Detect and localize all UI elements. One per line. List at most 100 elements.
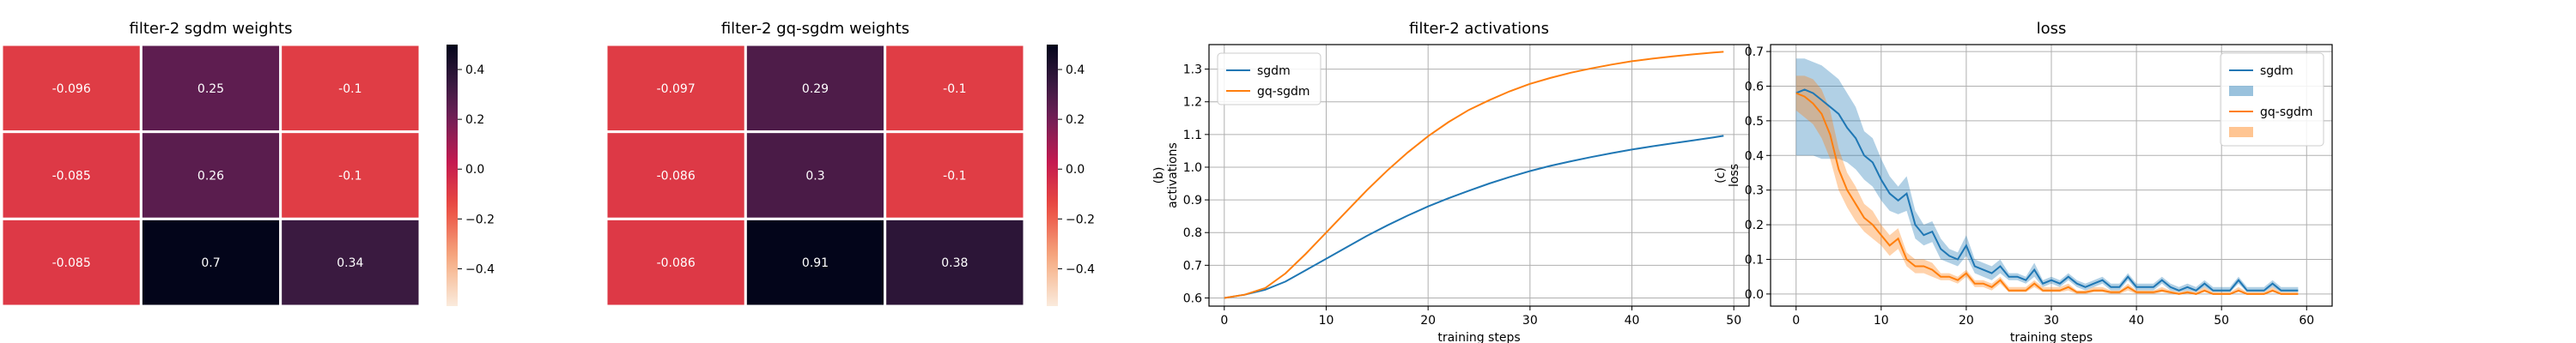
cell-label: -0.1	[338, 82, 361, 96]
y-tick-label: 0.3	[1745, 184, 1764, 198]
y-axis-label-line: (b)	[1152, 167, 1166, 184]
heatmap-panel: filter-2 gq-sgdm weights -0.097 0.29 -0.1 -0…	[605, 20, 1095, 308]
colorbar	[1047, 45, 1058, 306]
line-chart-panel: loss 0 10 20 30 40 50 60 0.0 0.1 0.2 0.3 0.4 0.5 0.6 0.…	[1714, 20, 2333, 343]
legend-swatch-band	[2229, 127, 2253, 137]
colorbar	[447, 45, 458, 306]
heatmap-cell	[605, 217, 747, 308]
y-tick-label: 0.2	[1745, 219, 1764, 232]
colorbar-tick-label: 0.2	[465, 113, 484, 127]
y-tick-label: 0.9	[1183, 194, 1202, 208]
chart-title: loss	[2037, 20, 2067, 38]
colorbar-tick-label: 0.0	[465, 163, 484, 177]
plot-frame	[1208, 44, 1750, 307]
cell-label: -0.096	[52, 82, 91, 96]
cell-label: -0.086	[657, 256, 696, 270]
x-tick-label: 10	[1319, 314, 1334, 328]
y-tick-label: 0.5	[1745, 115, 1764, 129]
cell-label: -0.1	[943, 170, 966, 184]
heatmap-cell	[0, 217, 143, 308]
x-tick-label: 0	[1220, 314, 1228, 328]
heatmap-panel: filter-2 sgdm weights -0.096 0.25 -0.1 -0.08…	[0, 20, 495, 308]
colorbar-tick-label: −0.4	[1066, 262, 1095, 276]
cell-label: -0.085	[52, 170, 91, 184]
y-tick-label: 1.1	[1183, 129, 1202, 142]
cell-label: 0.34	[337, 256, 363, 270]
y-tick-label: 0.1	[1745, 253, 1764, 267]
x-tick-label: 10	[1874, 314, 1889, 328]
x-tick-label: 30	[2044, 314, 2059, 328]
legend-swatch-band	[2229, 86, 2253, 96]
y-tick-label: 0.7	[1183, 259, 1202, 273]
series-line-sgdm	[1795, 88, 2299, 292]
cell-label: 0.38	[941, 256, 968, 270]
colorbar-tick-label: −0.4	[465, 262, 495, 276]
cell-label: -0.1	[338, 170, 361, 184]
heatmap-cell	[139, 43, 283, 134]
legend: sgdm gq-sgdm	[2220, 52, 2324, 147]
cell-label: 0.3	[805, 170, 824, 184]
cell-label: -0.097	[657, 82, 696, 96]
x-axis-label: training steps	[1437, 331, 1520, 343]
y-tick-label: 0.0	[1745, 288, 1764, 302]
colorbar-tick-label: 0.0	[1066, 163, 1084, 177]
legend: sgdm gq-sgdm	[1217, 52, 1321, 105]
x-tick-label: 40	[2129, 314, 2144, 328]
y-tick-label: 1.2	[1183, 96, 1202, 110]
legend-label: sgdm	[1257, 64, 1291, 78]
cell-label: 0.25	[197, 82, 224, 96]
colorbar-tick-label: 0.4	[465, 63, 484, 77]
series-line-gq-sgdm	[1795, 92, 2299, 295]
y-axis-label-line: loss	[1728, 164, 1741, 187]
line-chart-panel: filter-2 activations 0 10 20 30 40 50 0.6 0.7 0.8…	[1152, 20, 1750, 343]
y-axis-label: (c)loss	[1714, 164, 1741, 187]
heatmap-cell	[605, 130, 747, 220]
y-tick-label: 1.0	[1183, 161, 1202, 175]
series-line-gq-sgdm	[1224, 51, 1724, 299]
y-tick-label: 0.7	[1745, 45, 1764, 59]
y-axis-label: (b)activations	[1152, 142, 1180, 208]
legend-label: gq-sgdm	[2260, 105, 2313, 119]
heatmap-cell	[744, 43, 887, 134]
heatmap-cell	[744, 217, 887, 308]
heatmap-cell	[279, 217, 422, 308]
cell-label: 0.26	[197, 170, 224, 184]
chart-title: filter-2 activations	[1409, 20, 1549, 38]
legend-label: sgdm	[2260, 64, 2293, 78]
cell-label: -0.1	[943, 82, 966, 96]
y-tick-label: 0.8	[1183, 226, 1202, 240]
legend-box	[2220, 52, 2324, 147]
x-tick-label: 20	[1959, 314, 1974, 328]
colorbar-tick-label: −0.2	[465, 213, 495, 226]
heatmap-cell	[884, 130, 1026, 220]
chart-title: filter-2 gq-sgdm weights	[721, 20, 909, 38]
y-tick-label: 0.4	[1745, 149, 1764, 163]
x-tick-label: 50	[2214, 314, 2229, 328]
legend-label: gq-sgdm	[1257, 85, 1310, 99]
heatmap-cell	[0, 43, 143, 134]
heatmap-cell	[884, 217, 1026, 308]
x-axis-label: training steps	[2010, 331, 2093, 343]
y-tick-label: 0.6	[1745, 80, 1764, 93]
series-line-sgdm	[1224, 135, 1724, 299]
heatmap-cell	[279, 130, 422, 220]
heatmap-cell	[884, 43, 1026, 134]
colorbar-tick-label: 0.2	[1066, 113, 1084, 127]
y-axis-label-line: activations	[1166, 142, 1180, 208]
colorbar-tick-label: −0.2	[1066, 213, 1095, 226]
y-axis-label-line: (c)	[1714, 167, 1728, 184]
cell-label: 0.29	[802, 82, 829, 96]
x-tick-label: 20	[1420, 314, 1436, 328]
x-tick-label: 40	[1625, 314, 1640, 328]
cell-label: -0.086	[657, 170, 696, 184]
y-tick-label: 1.3	[1183, 63, 1202, 77]
colorbar-tick-label: 0.4	[1066, 63, 1084, 77]
y-tick-label: 0.6	[1183, 292, 1202, 305]
x-tick-label: 50	[1726, 314, 1741, 328]
cell-label: 0.7	[201, 256, 220, 270]
cell-label: -0.085	[52, 256, 91, 270]
plot-frame	[1770, 44, 2333, 307]
cell-label: 0.91	[802, 256, 829, 270]
x-tick-label: 0	[1792, 314, 1800, 328]
